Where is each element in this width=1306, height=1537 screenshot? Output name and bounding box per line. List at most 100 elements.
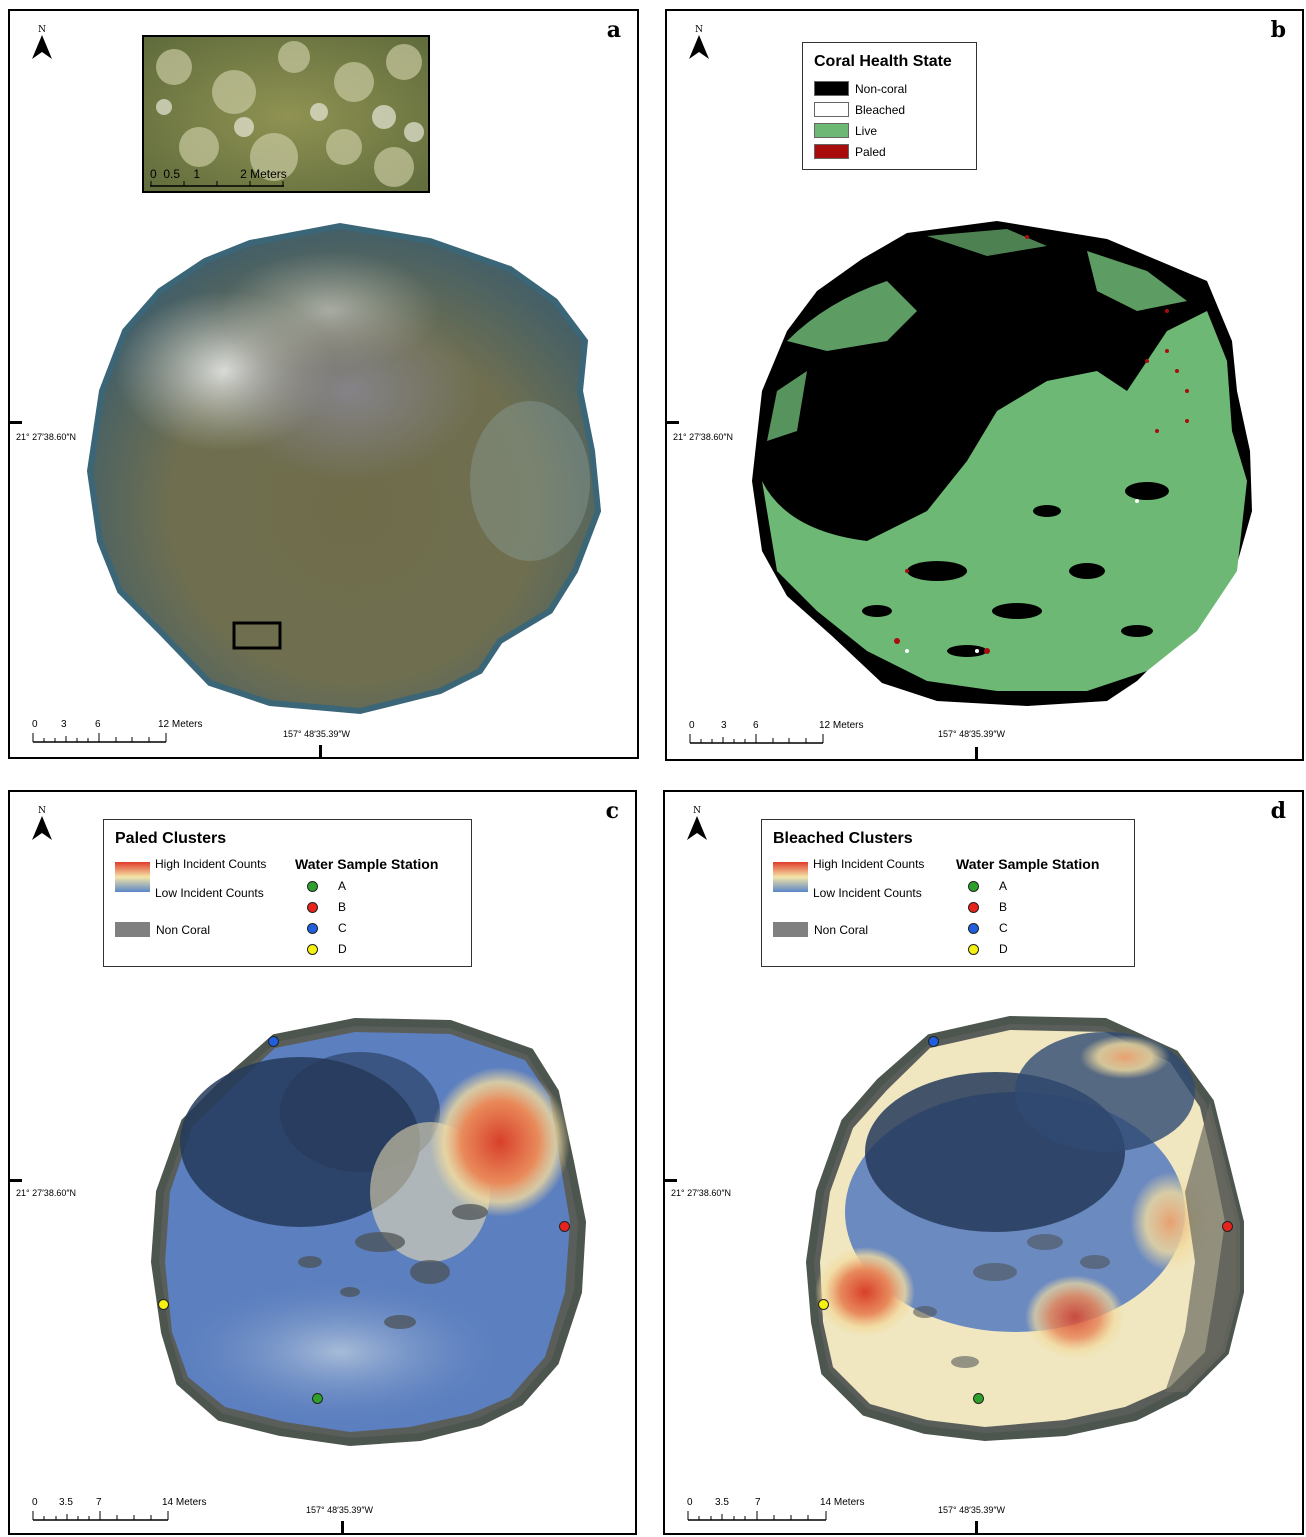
station-c-marker [268, 1036, 279, 1047]
station-d-icon [968, 943, 979, 955]
scale-bar: 0 3.5 7 14 Meters [687, 1497, 887, 1521]
legend-bleached-clusters: Bleached Clusters High Incident Counts L… [761, 819, 1135, 967]
swatch-noncoral [115, 922, 150, 937]
lon-tick [319, 745, 322, 759]
station-a-icon [307, 880, 318, 892]
legend-low-label: Low Incident Counts [813, 886, 922, 900]
panel-d-bleached-clusters: d N Bleached Clusters High Incident Coun… [663, 790, 1304, 1535]
legend-high-label: High Incident Counts [155, 857, 267, 871]
station-item-a: A [968, 879, 1007, 893]
heat-gradient-swatch [115, 862, 150, 892]
scale-tick: 0 [689, 720, 695, 731]
latitude-label: 21° 27′38.60″N [16, 1188, 77, 1198]
legend-label: Paled [855, 144, 886, 159]
paled-cluster-heatmap [150, 1017, 587, 1447]
legend-item: Non-coral [814, 81, 907, 96]
scale-tick: 6 [95, 719, 101, 730]
coral-health-map [752, 221, 1252, 706]
north-label: N [693, 806, 701, 816]
legend-title: Bleached Clusters [773, 830, 913, 847]
north-arrow-icon: N [30, 25, 54, 66]
latitude-label: 21° 27′38.60″N [671, 1188, 732, 1198]
swatch-noncoral [773, 922, 808, 937]
scale-bar: 0 3.5 7 14 Meters [32, 1497, 232, 1521]
lon-tick [341, 1521, 344, 1535]
station-item-a: A [307, 879, 346, 893]
scale-tick: 14 Meters [820, 1497, 865, 1508]
station-legend-title: Water Sample Station [956, 856, 1100, 872]
legend-paled-clusters: Paled Clusters High Incident Counts Low … [103, 819, 472, 967]
scale-tick: 0.5 [163, 167, 181, 181]
swatch-noncoral [814, 81, 849, 96]
scale-tick: 0 [32, 719, 38, 730]
lat-tick [8, 1179, 22, 1182]
station-label: B [338, 900, 347, 914]
station-b-marker [1222, 1221, 1233, 1232]
station-label: A [999, 879, 1008, 893]
station-d-marker [818, 1299, 829, 1310]
longitude-label: 157° 48′35.39″W [306, 1505, 374, 1515]
legend-label: Non Coral [814, 922, 869, 937]
station-b-icon [307, 901, 318, 913]
legend-item: Non Coral [773, 922, 868, 937]
legend-coral-health: Coral Health State Non-coral Bleached Li… [802, 42, 977, 170]
lon-tick [975, 1521, 978, 1535]
station-d-icon [307, 943, 318, 955]
longitude-label: 157° 48′35.39″W [938, 1505, 1006, 1515]
legend-title: Coral Health State [814, 53, 952, 70]
station-b-icon [968, 901, 979, 913]
station-item-c: C [968, 921, 1008, 935]
scale-tick: 3 [721, 720, 727, 731]
bleached-cluster-heatmap [805, 1015, 1244, 1442]
station-item-b: B [307, 900, 346, 914]
longitude-label: 157° 48′35.39″W [283, 729, 351, 739]
inset-location-box [232, 621, 282, 650]
legend-high-label: High Incident Counts [813, 857, 925, 871]
longitude-label: 157° 48′35.39″W [938, 729, 1006, 739]
scale-tick: 12 Meters [819, 720, 864, 731]
station-item-d: D [307, 942, 347, 956]
legend-label: Non-coral [855, 81, 908, 96]
swatch-paled [814, 144, 849, 159]
station-label: D [999, 942, 1008, 956]
lat-tick [663, 1179, 677, 1182]
scale-tick: 14 Meters [162, 1497, 207, 1508]
lat-tick [665, 421, 679, 424]
legend-item: Live [814, 123, 877, 138]
legend-label: Live [855, 123, 878, 138]
station-label: B [999, 900, 1008, 914]
scale-tick: 3.5 [715, 1497, 729, 1508]
scale-tick: 12 Meters [158, 719, 203, 730]
legend-label: Non Coral [156, 922, 211, 937]
station-label: D [338, 942, 347, 956]
swatch-live [814, 123, 849, 138]
station-d-marker [158, 1299, 169, 1310]
scale-tick: 3 [61, 719, 67, 730]
latitude-label: 21° 27′38.60″N [673, 432, 734, 442]
legend-label: Bleached [855, 102, 906, 117]
station-item-b: B [968, 900, 1007, 914]
scale-tick: 0 [150, 167, 157, 181]
scale-tick: 1 [193, 167, 201, 181]
legend-low-label: Low Incident Counts [155, 886, 264, 900]
legend-item: Bleached [814, 102, 905, 117]
inset-scale-bar: 0 0.5 1 2 Meters [150, 167, 287, 187]
scale-tick: 6 [753, 720, 759, 731]
station-a-icon [968, 880, 979, 892]
panel-label: a [606, 17, 621, 43]
legend-item: Paled [814, 144, 886, 159]
heat-gradient-swatch [773, 862, 808, 892]
scale-tick: 3.5 [59, 1497, 73, 1508]
legend-item: Non Coral [115, 922, 210, 937]
latitude-label: 21° 27′38.60″N [16, 432, 77, 442]
swatch-bleached [814, 102, 849, 117]
station-a-marker [312, 1393, 323, 1404]
station-label: A [338, 879, 347, 893]
north-label: N [38, 806, 46, 816]
lon-tick [975, 747, 978, 761]
north-arrow-icon: N [30, 806, 54, 847]
panel-a-orthomosaic: a N 0 0.5 1 [8, 9, 639, 759]
station-label: C [338, 921, 347, 935]
panel-label: c [605, 798, 619, 824]
station-a-marker [973, 1393, 984, 1404]
